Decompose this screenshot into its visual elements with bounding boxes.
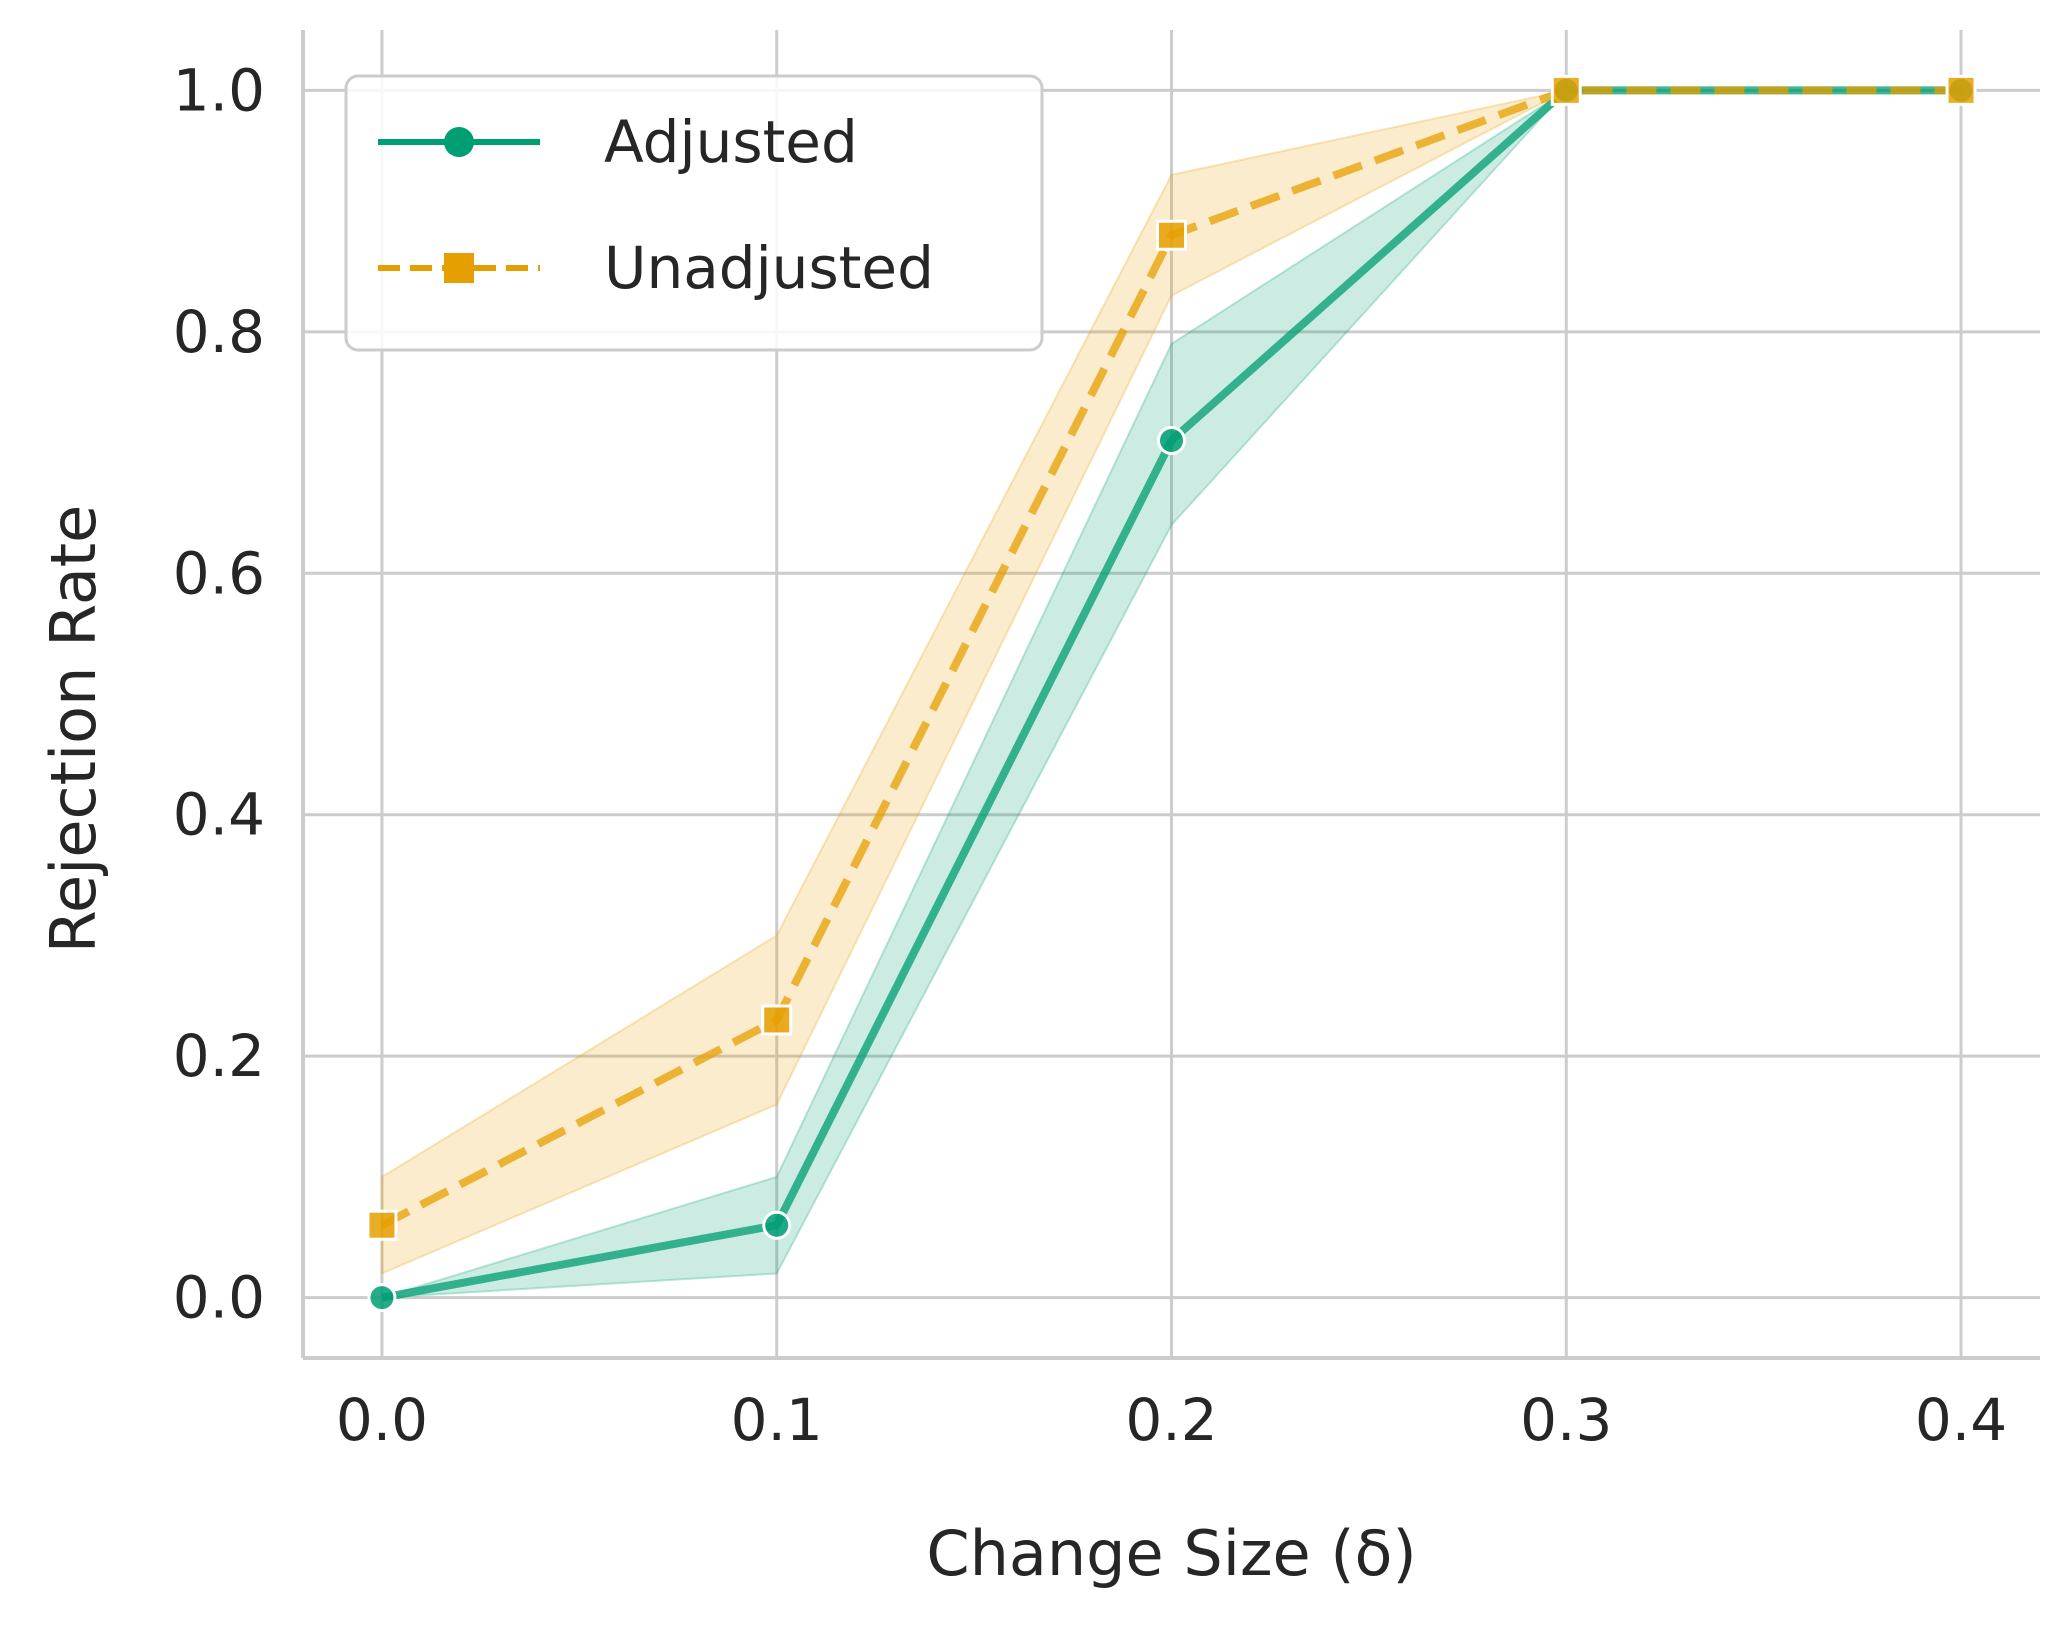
data-point-unadjusted [1156, 219, 1187, 251]
x-tick-label: 0.1 [731, 1386, 823, 1454]
y-tick-label: 0.2 [173, 1022, 265, 1090]
x-tick-label: 0.2 [1125, 1386, 1217, 1454]
x-tick-label: 0.3 [1520, 1386, 1612, 1454]
legend-label-unadjusted: Unadjusted [604, 234, 934, 302]
data-point-unadjusted [1945, 74, 1977, 106]
data-point-unadjusted [366, 1209, 398, 1241]
data-point-adjusted [762, 1210, 792, 1240]
legend: Adjusted Unadjusted [344, 74, 1044, 352]
series-markers [366, 74, 1977, 1313]
ci-band-adjusted [381, 89, 1962, 1299]
data-point-adjusted [1157, 425, 1186, 455]
legend-marker-unadjusted [444, 253, 474, 283]
y-tick-label: 0.6 [173, 539, 265, 607]
legend-label-adjusted: Adjusted [604, 108, 858, 176]
tick-labels: 0.0 0.1 0.2 0.3 0.4 0.0 0.2 0.4 0.6 0.8 1.0 [173, 56, 2007, 1454]
y-tick-label: 0.0 [173, 1264, 265, 1332]
legend-marker-adjusted [444, 127, 474, 157]
y-tick-label: 0.4 [173, 781, 265, 849]
axes [301, 30, 2040, 1360]
x-axis-label: Change Size (δ) [926, 1517, 1416, 1590]
x-tick-label: 0.0 [336, 1386, 428, 1454]
x-tick-label: 0.4 [1915, 1386, 2007, 1454]
data-point-unadjusted [761, 1004, 793, 1036]
y-tick-label: 1.0 [173, 56, 265, 124]
data-point-adjusted [367, 1283, 397, 1313]
y-tick-label: 0.8 [173, 298, 265, 366]
y-axis-label: Rejection Rate [37, 505, 110, 954]
data-point-unadjusted [1550, 74, 1582, 106]
